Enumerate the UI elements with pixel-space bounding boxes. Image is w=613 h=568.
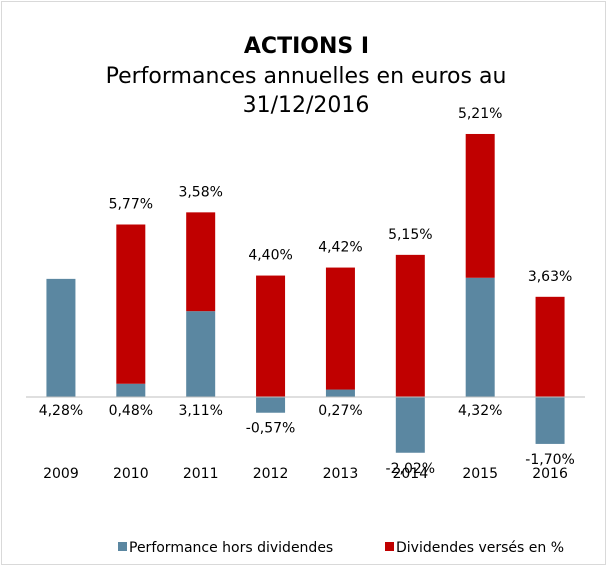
data-label: 5,21% [458,106,502,122]
data-label: 5,15% [388,227,432,243]
chart-subtitle: Performances annuelles en euros au 31/12… [105,64,507,118]
x-tick-label: 2015 [462,466,498,482]
chart-title: ACTIONS I [243,34,370,59]
bar-segment [535,296,565,397]
legend-label: Dividendes versés en % [396,540,564,556]
data-label: 0,48% [109,403,153,419]
x-tick-label: 2011 [183,466,219,482]
data-label: -0,57% [246,421,296,437]
data-label: 3,11% [178,403,222,419]
data-label: 5,77% [109,197,153,213]
bar-segment [256,275,286,397]
bar-segment [186,212,216,312]
bar-segment [395,254,425,397]
data-label: -1,70% [525,452,575,468]
x-tick-label: 2010 [113,466,149,482]
bar-segment [465,277,495,397]
data-label: 0,27% [318,403,362,419]
bar-segment [116,224,146,384]
bar-segment [256,397,286,413]
bar-segment [535,397,565,444]
x-tick-label: 2009 [43,466,79,482]
bar-segment [186,311,216,397]
x-tick-label: 2012 [253,466,289,482]
bar-segment [325,389,355,397]
data-label: 4,40% [248,248,292,264]
bar-segment [325,267,355,390]
bar-segment [465,133,495,278]
chart-border [1,1,606,565]
bar-segment [116,383,146,397]
bar-segment [395,397,425,453]
legend-swatch [118,542,127,551]
x-tick-label: 2014 [392,466,428,482]
legend-swatch [385,542,394,551]
data-label: 3,58% [178,184,222,200]
data-label: -2,02% [386,461,436,477]
data-label: 3,63% [528,269,572,285]
data-label: 4,32% [458,403,502,419]
data-label: 4,28% [39,403,83,419]
x-tick-label: 2013 [323,466,359,482]
data-label: 4,42% [318,240,362,256]
x-tick-label: 2016 [532,466,568,482]
bar-segment [46,278,76,397]
legend-label: Performance hors dividendes [129,540,333,556]
